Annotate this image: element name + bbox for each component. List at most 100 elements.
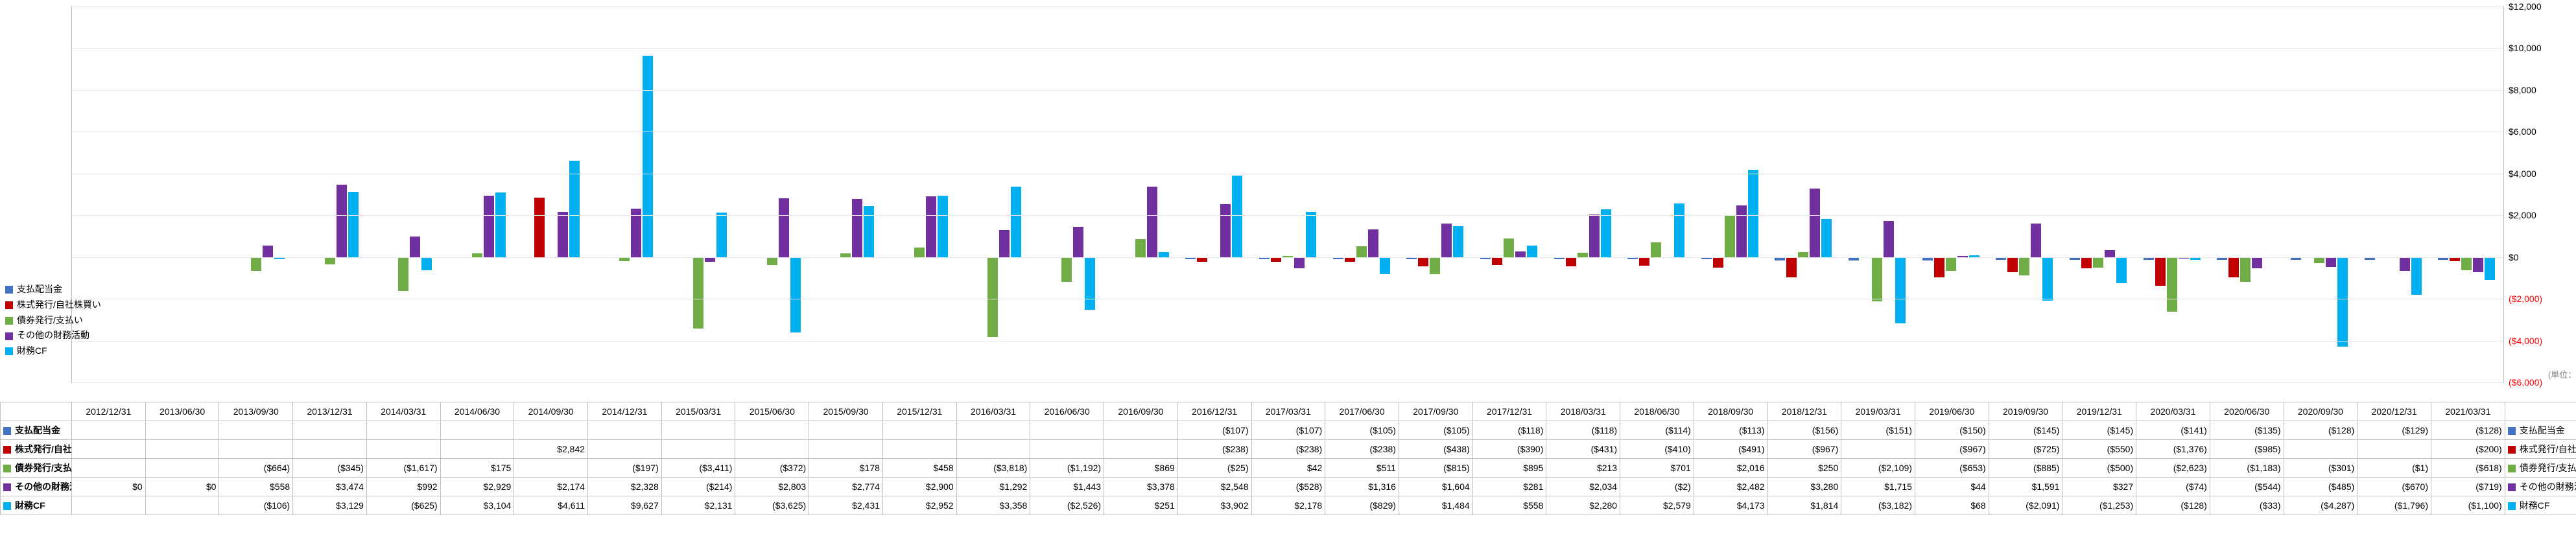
- bar: [2019, 257, 2029, 276]
- bar: [1748, 170, 1758, 257]
- bar: [2093, 257, 2103, 268]
- table-row: 支払配当金($107)($107)($105)($105)($118)($118…: [1, 421, 2576, 440]
- table-row: その他の財務活動$0$0$558$3,474$992$2,929$2,174$2…: [1, 478, 2576, 496]
- bar: [2167, 257, 2177, 312]
- cell: [882, 421, 956, 440]
- bar: [1895, 257, 1906, 324]
- cell: $281: [1472, 478, 1546, 496]
- cell: ($544): [2210, 478, 2284, 496]
- bar: [2240, 257, 2251, 282]
- bar: [2461, 257, 2472, 270]
- bar: [2326, 257, 2336, 268]
- cell: ($390): [1472, 440, 1546, 459]
- col-header: 2021/03/31: [2431, 402, 2505, 421]
- legend-item: 株式発行/自社株買い: [5, 297, 101, 313]
- cell: ($3,625): [735, 496, 809, 515]
- cell: [145, 440, 219, 459]
- col-header: 2012/12/31: [72, 402, 146, 421]
- bar: [790, 257, 801, 333]
- cell: ($151): [1841, 421, 1915, 440]
- bar: [569, 161, 580, 257]
- bar: [2485, 257, 2495, 280]
- bar: [2337, 257, 2348, 347]
- legend-item: 債券発行/支払い: [5, 313, 101, 329]
- legend-item: 財務CF: [5, 343, 101, 359]
- bar: [1674, 203, 1684, 257]
- table-row: 株式発行/自社株買い$2,842($238)($238)($238)($438)…: [1, 440, 2576, 459]
- row-label-right: 株式発行/自社株買い: [2505, 440, 2576, 459]
- cell: [1841, 440, 1915, 459]
- cell: [735, 440, 809, 459]
- bar: [1492, 257, 1502, 266]
- bar: [1061, 257, 1072, 282]
- cell: $1,814: [1767, 496, 1841, 515]
- cell: [72, 496, 146, 515]
- bar: [2228, 257, 2239, 278]
- bar: [1232, 176, 1242, 257]
- bar: [1786, 257, 1797, 277]
- col-header: 2020/06/30: [2210, 402, 2284, 421]
- cell: ($128): [2284, 421, 2357, 440]
- cell: ($625): [366, 496, 440, 515]
- cell: ($1,796): [2357, 496, 2431, 515]
- cell: [293, 421, 367, 440]
- bar: [1073, 227, 1083, 257]
- cell: $178: [809, 459, 883, 478]
- cell: ($725): [1989, 440, 2062, 459]
- cell: [809, 440, 883, 459]
- cell: [2284, 440, 2357, 459]
- y-tick-label: $6,000: [2509, 126, 2567, 137]
- cell: $327: [2062, 478, 2136, 496]
- cell: [588, 440, 662, 459]
- cell: [1104, 421, 1178, 440]
- y-tick-label: ($6,000): [2509, 377, 2567, 388]
- bar: [1271, 257, 1281, 262]
- cell: $2,174: [514, 478, 588, 496]
- bar: [1147, 187, 1157, 257]
- cell: [440, 440, 514, 459]
- bar: [938, 196, 948, 257]
- col-header: 2020/12/31: [2357, 402, 2431, 421]
- cell: $1,484: [1399, 496, 1472, 515]
- col-header: 2016/12/31: [1177, 402, 1251, 421]
- col-header: 2016/03/31: [956, 402, 1030, 421]
- bar: [1713, 257, 1723, 268]
- bar: [1566, 257, 1576, 266]
- bar: [705, 257, 715, 262]
- col-header: 2019/03/31: [1841, 402, 1915, 421]
- cell: ($129): [2357, 421, 2431, 440]
- cell: ($214): [661, 478, 735, 496]
- table-corner: [1, 402, 72, 421]
- bar: [534, 198, 545, 257]
- cell: ($1): [2357, 459, 2431, 478]
- bar: [348, 192, 359, 257]
- bar: [495, 192, 506, 257]
- bar: [1135, 239, 1146, 257]
- cell: $2,900: [882, 478, 956, 496]
- y-tick-label: ($2,000): [2509, 294, 2567, 304]
- y-tick-label: $8,000: [2509, 85, 2567, 95]
- cell: ($618): [2431, 459, 2505, 478]
- bar: [1651, 242, 1661, 257]
- cell: [440, 421, 514, 440]
- cell: ($491): [1694, 440, 1767, 459]
- cell: $1,715: [1841, 478, 1915, 496]
- row-label: 株式発行/自社株買い: [1, 440, 72, 459]
- cell: [809, 421, 883, 440]
- bar: [410, 237, 420, 257]
- cell: $458: [882, 459, 956, 478]
- cell: [366, 440, 440, 459]
- cell: $4,611: [514, 496, 588, 515]
- col-header: 2013/09/30: [219, 402, 293, 421]
- bar: [2031, 224, 2041, 257]
- col-header: 2014/06/30: [440, 402, 514, 421]
- cell: $511: [1325, 459, 1399, 478]
- bar: [1946, 257, 1956, 271]
- bar: [1220, 204, 1231, 257]
- bar: [1453, 226, 1463, 257]
- row-label: その他の財務活動: [1, 478, 72, 496]
- cell: ($2,091): [1989, 496, 2062, 515]
- cell: ($885): [1989, 459, 2062, 478]
- bar: [2081, 257, 2092, 269]
- cell: ($653): [1915, 459, 1989, 478]
